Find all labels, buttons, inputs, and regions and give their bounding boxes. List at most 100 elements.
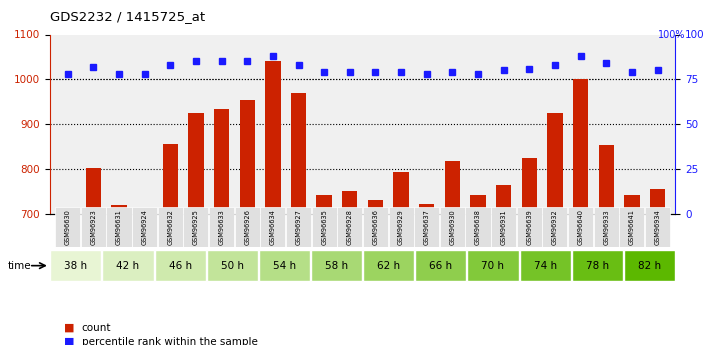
FancyBboxPatch shape — [415, 250, 466, 281]
FancyBboxPatch shape — [311, 250, 362, 281]
Bar — [342, 190, 358, 214]
FancyBboxPatch shape — [491, 207, 516, 247]
Bar — [624, 195, 640, 214]
Text: GSM96633: GSM96633 — [218, 209, 225, 245]
Text: count: count — [82, 323, 111, 333]
Text: GSM96636: GSM96636 — [373, 209, 378, 245]
Text: 62 h: 62 h — [377, 261, 400, 270]
Text: GSM96637: GSM96637 — [424, 209, 429, 245]
FancyBboxPatch shape — [542, 207, 567, 247]
Bar — [214, 108, 229, 214]
Text: 58 h: 58 h — [325, 261, 348, 270]
FancyBboxPatch shape — [414, 207, 439, 247]
FancyBboxPatch shape — [624, 250, 675, 281]
FancyBboxPatch shape — [466, 207, 491, 247]
FancyBboxPatch shape — [467, 250, 518, 281]
Text: GSM96634: GSM96634 — [270, 209, 276, 245]
Bar — [393, 172, 409, 214]
Text: GSM96930: GSM96930 — [449, 209, 455, 245]
Text: GSM96927: GSM96927 — [296, 209, 301, 245]
Bar — [573, 79, 588, 214]
Text: 100%: 100% — [658, 30, 685, 39]
Text: GSM96928: GSM96928 — [347, 209, 353, 245]
Bar — [368, 200, 383, 214]
Text: 66 h: 66 h — [429, 261, 452, 270]
Text: GSM96923: GSM96923 — [90, 209, 97, 245]
FancyBboxPatch shape — [517, 207, 542, 247]
Bar — [496, 185, 511, 214]
Bar — [419, 204, 434, 214]
Bar — [291, 93, 306, 214]
Text: ■: ■ — [64, 323, 75, 333]
Text: 50 h: 50 h — [220, 261, 244, 270]
FancyBboxPatch shape — [363, 207, 388, 247]
FancyBboxPatch shape — [107, 207, 132, 247]
FancyBboxPatch shape — [81, 207, 106, 247]
FancyBboxPatch shape — [337, 207, 363, 247]
Text: GSM96931: GSM96931 — [501, 209, 507, 245]
Bar — [60, 209, 75, 214]
Bar — [470, 195, 486, 214]
FancyBboxPatch shape — [154, 250, 205, 281]
FancyBboxPatch shape — [520, 250, 571, 281]
Text: GSM96639: GSM96639 — [526, 209, 533, 245]
Bar — [163, 144, 178, 214]
FancyBboxPatch shape — [440, 207, 465, 247]
Text: 54 h: 54 h — [273, 261, 296, 270]
Text: 38 h: 38 h — [64, 261, 87, 270]
FancyBboxPatch shape — [363, 250, 415, 281]
Bar — [188, 114, 203, 214]
Text: GSM96640: GSM96640 — [577, 209, 584, 245]
FancyBboxPatch shape — [594, 207, 619, 247]
Text: percentile rank within the sample: percentile rank within the sample — [82, 337, 257, 345]
Text: GSM96925: GSM96925 — [193, 209, 199, 245]
FancyBboxPatch shape — [158, 207, 183, 247]
Text: GSM96635: GSM96635 — [321, 209, 327, 245]
Bar — [137, 208, 152, 214]
Text: GSM96932: GSM96932 — [552, 209, 558, 245]
Bar — [265, 61, 281, 214]
Text: 70 h: 70 h — [481, 261, 505, 270]
FancyBboxPatch shape — [388, 207, 414, 247]
FancyBboxPatch shape — [619, 207, 644, 247]
FancyBboxPatch shape — [259, 250, 310, 281]
Bar — [240, 99, 255, 214]
Text: GDS2232 / 1415725_at: GDS2232 / 1415725_at — [50, 10, 205, 23]
Text: time: time — [8, 261, 31, 270]
FancyBboxPatch shape — [209, 207, 234, 247]
Text: 82 h: 82 h — [638, 261, 661, 270]
Bar — [85, 168, 101, 214]
Text: GSM96630: GSM96630 — [65, 209, 70, 245]
Bar — [522, 158, 537, 214]
Text: GSM96929: GSM96929 — [398, 209, 404, 245]
FancyBboxPatch shape — [235, 207, 260, 247]
FancyBboxPatch shape — [132, 207, 157, 247]
FancyBboxPatch shape — [102, 250, 154, 281]
Bar — [547, 114, 562, 214]
Text: ■: ■ — [64, 337, 75, 345]
Text: GSM96934: GSM96934 — [655, 209, 661, 245]
Text: GSM96641: GSM96641 — [629, 209, 635, 245]
Bar — [316, 195, 332, 214]
Text: GSM96638: GSM96638 — [475, 209, 481, 245]
FancyBboxPatch shape — [55, 207, 80, 247]
Bar — [112, 205, 127, 214]
FancyBboxPatch shape — [572, 250, 623, 281]
Text: GSM96933: GSM96933 — [603, 209, 609, 245]
FancyBboxPatch shape — [183, 207, 208, 247]
Text: GSM96631: GSM96631 — [116, 209, 122, 245]
Text: 46 h: 46 h — [169, 261, 192, 270]
FancyBboxPatch shape — [286, 207, 311, 247]
Text: GSM96632: GSM96632 — [167, 209, 173, 245]
FancyBboxPatch shape — [207, 250, 258, 281]
FancyBboxPatch shape — [311, 207, 337, 247]
Text: 78 h: 78 h — [586, 261, 609, 270]
Text: GSM96926: GSM96926 — [244, 209, 250, 245]
Text: 42 h: 42 h — [117, 261, 139, 270]
FancyBboxPatch shape — [645, 207, 670, 247]
Bar — [599, 145, 614, 214]
FancyBboxPatch shape — [50, 250, 102, 281]
FancyBboxPatch shape — [260, 207, 285, 247]
Bar — [650, 189, 665, 214]
Text: GSM96924: GSM96924 — [141, 209, 148, 245]
